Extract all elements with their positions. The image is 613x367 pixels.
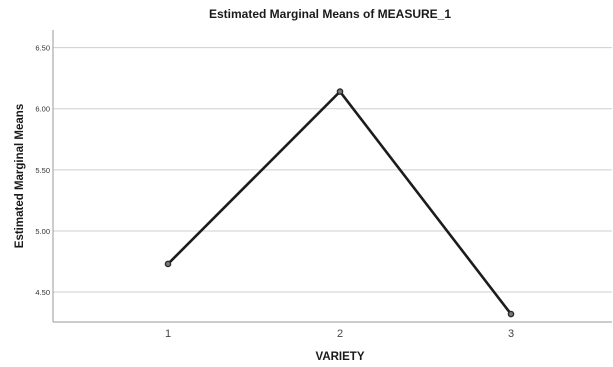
chart-title: Estimated Marginal Means of MEASURE_1	[209, 7, 451, 21]
x-axis-label: VARIETY	[316, 351, 365, 363]
y-tick-labels: 4.50 5.00 5.50 6.00 6.50	[35, 44, 50, 297]
y-tick-label: 4.50	[35, 288, 50, 297]
series-line	[167, 89, 513, 315]
axes	[52, 30, 612, 323]
data-point	[336, 88, 344, 95]
series	[164, 88, 515, 318]
data-point	[164, 260, 172, 268]
y-axis-label: Estimated Marginal Means	[14, 104, 26, 248]
y-tick-label: 6.50	[35, 44, 50, 53]
y-tick-label: 5.50	[35, 166, 50, 175]
x-tick-label: 3	[508, 328, 514, 340]
data-point	[507, 310, 515, 318]
x-tick-labels: 1 2 3	[165, 328, 514, 340]
y-tick-label: 6.00	[35, 105, 50, 114]
x-tick-label: 2	[337, 328, 343, 340]
x-tick-label: 1	[165, 328, 171, 340]
y-tick-label: 5.00	[35, 227, 50, 236]
gridlines	[53, 47, 612, 293]
